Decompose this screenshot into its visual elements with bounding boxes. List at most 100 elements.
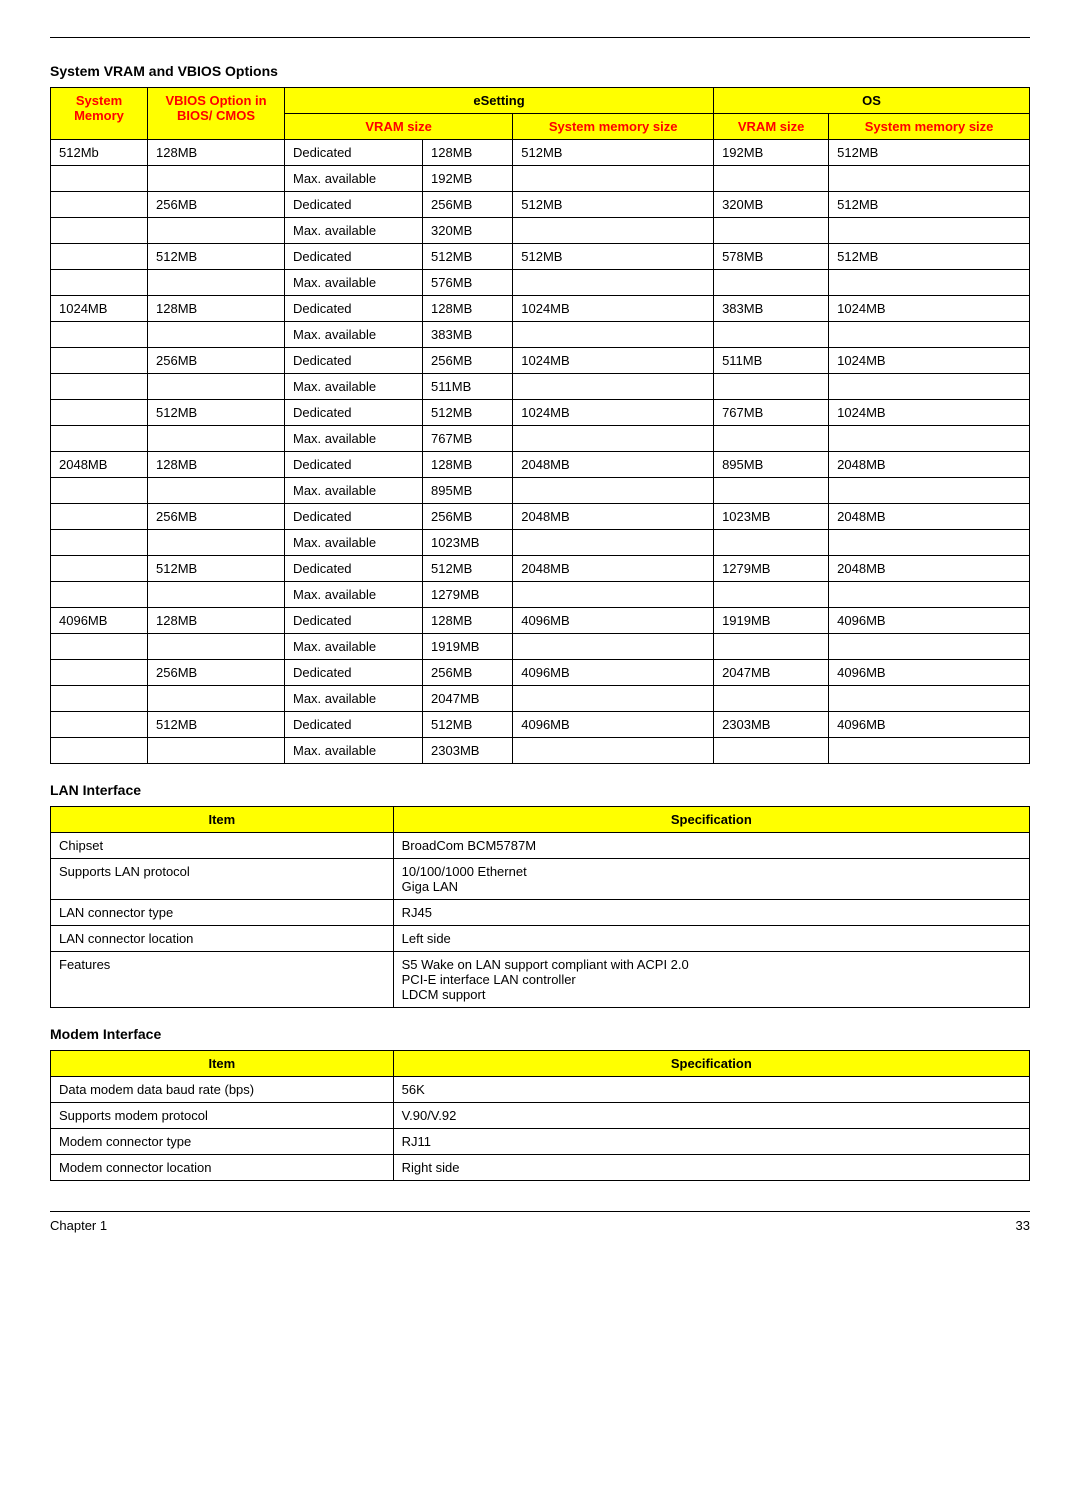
table-cell: [148, 321, 285, 347]
table-row: 2048MB128MBDedicated128MB2048MB895MB2048…: [51, 451, 1030, 477]
table-row: LAN connector locationLeft side: [51, 925, 1030, 951]
table-cell: [714, 321, 829, 347]
table-cell: [51, 321, 148, 347]
table-cell: 512MB: [148, 555, 285, 581]
table-row: Max. available576MB: [51, 269, 1030, 295]
table-cell: 511MB: [714, 347, 829, 373]
table-cell: [148, 477, 285, 503]
table-row: Max. available511MB: [51, 373, 1030, 399]
table-cell: 2047MB: [714, 659, 829, 685]
table-cell: [51, 347, 148, 373]
table-cell: Max. available: [285, 373, 423, 399]
table-cell: 256MB: [423, 503, 513, 529]
table-cell: [714, 685, 829, 711]
table-cell: [148, 425, 285, 451]
table-cell: 192MB: [714, 139, 829, 165]
table-row: Max. available1279MB: [51, 581, 1030, 607]
table-cell: [513, 373, 714, 399]
table-cell: [51, 737, 148, 763]
table-cell: Features: [51, 951, 394, 1007]
table-cell: Max. available: [285, 477, 423, 503]
footer-right: 33: [1016, 1218, 1030, 1233]
table-row: Max. available767MB: [51, 425, 1030, 451]
table-cell: Dedicated: [285, 243, 423, 269]
table-cell: 2048MB: [513, 503, 714, 529]
table-row: 256MBDedicated256MB1024MB511MB1024MB: [51, 347, 1030, 373]
table-cell: [829, 581, 1030, 607]
table-cell: 512MB: [423, 555, 513, 581]
table-cell: Dedicated: [285, 659, 423, 685]
table-cell: 512MB: [513, 243, 714, 269]
table-cell: [148, 217, 285, 243]
table-cell: 512MB: [423, 711, 513, 737]
table-cell: LAN connector type: [51, 899, 394, 925]
table-cell: Chipset: [51, 832, 394, 858]
table-cell: 895MB: [714, 451, 829, 477]
th-os: OS: [714, 87, 1030, 113]
table-cell: [148, 737, 285, 763]
table-cell: 1023MB: [714, 503, 829, 529]
table-cell: 192MB: [423, 165, 513, 191]
table-cell: S5 Wake on LAN support compliant with AC…: [393, 951, 1029, 1007]
table-cell: 2048MB: [51, 451, 148, 477]
table-row: 256MBDedicated256MB4096MB2047MB4096MB: [51, 659, 1030, 685]
table-cell: 4096MB: [829, 607, 1030, 633]
table-row: 512MBDedicated512MB1024MB767MB1024MB: [51, 399, 1030, 425]
table-cell: 512MB: [423, 399, 513, 425]
table-row: LAN connector typeRJ45: [51, 899, 1030, 925]
table-row: 256MBDedicated256MB2048MB1023MB2048MB: [51, 503, 1030, 529]
table-cell: 512MB: [829, 243, 1030, 269]
table-cell: 767MB: [423, 425, 513, 451]
table-cell: 256MB: [423, 191, 513, 217]
th-vram-size-1: VRAM size: [285, 113, 513, 139]
table-cell: 1279MB: [423, 581, 513, 607]
table-cell: 256MB: [148, 191, 285, 217]
table-cell: Max. available: [285, 321, 423, 347]
table-row: FeaturesS5 Wake on LAN support compliant…: [51, 951, 1030, 1007]
table-cell: 511MB: [423, 373, 513, 399]
table-cell: [829, 217, 1030, 243]
table-row: 512MBDedicated512MB512MB578MB512MB: [51, 243, 1030, 269]
table-cell: Dedicated: [285, 451, 423, 477]
table-cell: Dedicated: [285, 555, 423, 581]
table-cell: [513, 737, 714, 763]
th-vbios-option: VBIOS Option in BIOS/ CMOS: [148, 87, 285, 139]
footer: Chapter 1 33: [50, 1211, 1030, 1233]
table-cell: Dedicated: [285, 191, 423, 217]
table-row: Data modem data baud rate (bps)56K: [51, 1076, 1030, 1102]
table-cell: [513, 529, 714, 555]
table-cell: RJ45: [393, 899, 1029, 925]
th-modem-spec: Specification: [393, 1050, 1029, 1076]
table-cell: 512MB: [829, 191, 1030, 217]
table-cell: Max. available: [285, 217, 423, 243]
table-cell: [714, 529, 829, 555]
table-cell: 1024MB: [829, 347, 1030, 373]
table-cell: 512MB: [148, 243, 285, 269]
table-cell: [513, 217, 714, 243]
table-cell: [148, 269, 285, 295]
table-cell: [714, 269, 829, 295]
table-cell: [829, 425, 1030, 451]
table-cell: 128MB: [148, 295, 285, 321]
table-cell: [829, 737, 1030, 763]
table-row: Max. available2047MB: [51, 685, 1030, 711]
table-cell: [148, 633, 285, 659]
table-cell: 2048MB: [513, 451, 714, 477]
table-cell: 128MB: [148, 139, 285, 165]
table-cell: Max. available: [285, 737, 423, 763]
th-lan-item: Item: [51, 806, 394, 832]
table-row: Modem connector typeRJ11: [51, 1128, 1030, 1154]
table-cell: 1024MB: [513, 295, 714, 321]
table-cell: 128MB: [423, 451, 513, 477]
table-row: 1024MB128MBDedicated128MB1024MB383MB1024…: [51, 295, 1030, 321]
table-cell: 320MB: [714, 191, 829, 217]
table-cell: [513, 685, 714, 711]
table-cell: 512MB: [513, 191, 714, 217]
table-cell: [714, 633, 829, 659]
th-sys-mem-2: System memory size: [829, 113, 1030, 139]
table-cell: 4096MB: [513, 659, 714, 685]
table-cell: Dedicated: [285, 711, 423, 737]
table-cell: 1024MB: [51, 295, 148, 321]
table-cell: 2048MB: [513, 555, 714, 581]
table-cell: [513, 581, 714, 607]
